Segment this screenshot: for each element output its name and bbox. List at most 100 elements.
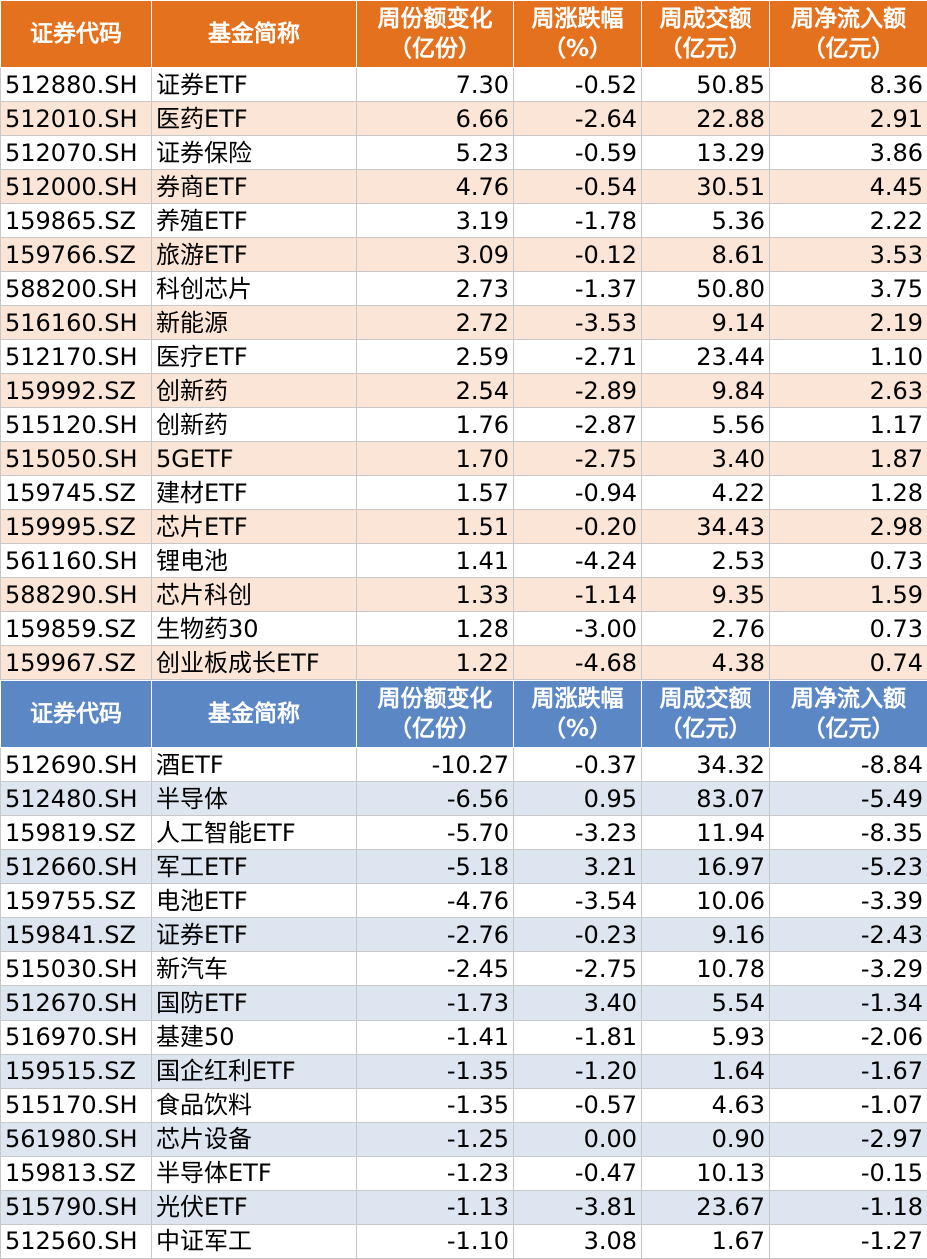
cell-share-change: -2.76 bbox=[356, 917, 514, 953]
cell-pct-change: -2.89 bbox=[513, 373, 642, 408]
cell-code: 159865.SZ bbox=[0, 203, 152, 238]
cell-net-inflow: 1.10 bbox=[769, 339, 927, 374]
cell-net-inflow: -2.97 bbox=[769, 1121, 927, 1157]
cell-pct-change: -1.37 bbox=[513, 271, 642, 306]
cell-net-inflow: 3.86 bbox=[769, 135, 927, 170]
cell-turnover: 22.88 bbox=[641, 101, 770, 136]
cell-name: 食品饮料 bbox=[151, 1087, 357, 1123]
cell-pct-change: -3.54 bbox=[513, 883, 642, 919]
table-row: 159995.SZ 芯片ETF 1.51 -0.20 34.43 2.98 bbox=[0, 509, 927, 544]
cell-name: 中证军工 bbox=[151, 1223, 357, 1259]
cell-pct-change: -1.81 bbox=[513, 1019, 642, 1055]
cell-name: 旅游ETF bbox=[151, 237, 357, 272]
cell-net-inflow: -8.35 bbox=[769, 815, 927, 851]
cell-name: 科创芯片 bbox=[151, 271, 357, 306]
header-net-inflow: 周净流入额 （亿元） bbox=[769, 0, 927, 68]
cell-name: 人工智能ETF bbox=[151, 815, 357, 851]
cell-pct-change: -2.71 bbox=[513, 339, 642, 374]
cell-net-inflow: -1.34 bbox=[769, 985, 927, 1021]
cell-pct-change: -3.00 bbox=[513, 611, 642, 646]
cell-turnover: 13.29 bbox=[641, 135, 770, 170]
cell-net-inflow: -3.29 bbox=[769, 951, 927, 987]
cell-turnover: 10.13 bbox=[641, 1155, 770, 1191]
cell-pct-change: -3.53 bbox=[513, 305, 642, 340]
cell-net-inflow: 3.53 bbox=[769, 237, 927, 272]
cell-pct-change: -3.23 bbox=[513, 815, 642, 851]
cell-turnover: 4.63 bbox=[641, 1087, 770, 1123]
cell-pct-change: -0.54 bbox=[513, 169, 642, 204]
outflow-body: 512690.SH 酒ETF -10.27 -0.37 34.32 -8.84 512480… bbox=[0, 746, 927, 1259]
cell-name: 5GETF bbox=[151, 441, 357, 476]
cell-net-inflow: 2.98 bbox=[769, 509, 927, 544]
header-text: 证券代码 bbox=[30, 701, 122, 727]
cell-code: 512690.SH bbox=[0, 746, 152, 783]
header-text: 证券代码 bbox=[30, 21, 122, 47]
cell-net-inflow: 0.74 bbox=[769, 645, 927, 680]
cell-share-change: 4.76 bbox=[356, 169, 514, 204]
table-row: 159745.SZ 建材ETF 1.57 -0.94 4.22 1.28 bbox=[0, 475, 927, 510]
header-text: （亿份） bbox=[389, 36, 481, 62]
cell-share-change: -1.25 bbox=[356, 1121, 514, 1157]
table-row: 159755.SZ 电池ETF -4.76 -3.54 10.06 -3.39 bbox=[0, 883, 927, 919]
header-text: 周份额变化 bbox=[377, 6, 493, 32]
cell-code: 515790.SH bbox=[0, 1189, 152, 1225]
header-turnover: 周成交额 （亿元） bbox=[641, 680, 770, 748]
cell-code: 512480.SH bbox=[0, 781, 152, 817]
cell-code: 515050.SH bbox=[0, 441, 152, 476]
header-pct-change: 周涨跌幅 （%） bbox=[513, 680, 642, 748]
header-share-change: 周份额变化 （亿份） bbox=[356, 0, 514, 68]
cell-pct-change: 0.00 bbox=[513, 1121, 642, 1157]
cell-name: 医疗ETF bbox=[151, 339, 357, 374]
cell-name: 建材ETF bbox=[151, 475, 357, 510]
cell-pct-change: -1.78 bbox=[513, 203, 642, 238]
cell-code: 159745.SZ bbox=[0, 475, 152, 510]
cell-name: 芯片ETF bbox=[151, 509, 357, 544]
table-row: 159813.SZ 半导体ETF -1.23 -0.47 10.13 -0.15 bbox=[0, 1155, 927, 1191]
table-row: 512690.SH 酒ETF -10.27 -0.37 34.32 -8.84 bbox=[0, 746, 927, 783]
cell-code: 512070.SH bbox=[0, 135, 152, 170]
table-row: 516160.SH 新能源 2.72 -3.53 9.14 2.19 bbox=[0, 305, 927, 340]
cell-turnover: 5.93 bbox=[641, 1019, 770, 1055]
cell-pct-change: -0.47 bbox=[513, 1155, 642, 1191]
cell-pct-change: 0.95 bbox=[513, 781, 642, 817]
cell-name: 券商ETF bbox=[151, 169, 357, 204]
cell-turnover: 5.36 bbox=[641, 203, 770, 238]
cell-turnover: 34.43 bbox=[641, 509, 770, 544]
cell-name: 证券ETF bbox=[151, 917, 357, 953]
cell-code: 516160.SH bbox=[0, 305, 152, 340]
cell-name: 芯片科创 bbox=[151, 577, 357, 612]
table-row: 512560.SH 中证军工 -1.10 3.08 1.67 -1.27 bbox=[0, 1223, 927, 1259]
table-row: 159992.SZ 创新药 2.54 -2.89 9.84 2.63 bbox=[0, 373, 927, 408]
cell-pct-change: -4.24 bbox=[513, 543, 642, 578]
header-net-inflow: 周净流入额 （亿元） bbox=[769, 680, 927, 748]
cell-pct-change: -0.59 bbox=[513, 135, 642, 170]
header-text: （亿份） bbox=[389, 716, 481, 742]
cell-share-change: -5.18 bbox=[356, 849, 514, 885]
cell-pct-change: -1.14 bbox=[513, 577, 642, 612]
cell-share-change: -6.56 bbox=[356, 781, 514, 817]
header-share-change: 周份额变化 （亿份） bbox=[356, 680, 514, 748]
cell-net-inflow: 1.59 bbox=[769, 577, 927, 612]
cell-name: 养殖ETF bbox=[151, 203, 357, 238]
table-row: 512880.SH 证券ETF 7.30 -0.52 50.85 8.36 bbox=[0, 67, 927, 102]
cell-share-change: -2.45 bbox=[356, 951, 514, 987]
cell-pct-change: -0.37 bbox=[513, 746, 642, 783]
cell-turnover: 9.16 bbox=[641, 917, 770, 953]
cell-pct-change: -1.20 bbox=[513, 1053, 642, 1089]
cell-share-change: -10.27 bbox=[356, 746, 514, 783]
cell-name: 国企红利ETF bbox=[151, 1053, 357, 1089]
cell-name: 生物药30 bbox=[151, 611, 357, 646]
cell-share-change: 2.54 bbox=[356, 373, 514, 408]
cell-pct-change: -2.87 bbox=[513, 407, 642, 442]
cell-share-change: 1.57 bbox=[356, 475, 514, 510]
table-row: 512660.SH 军工ETF -5.18 3.21 16.97 -5.23 bbox=[0, 849, 927, 885]
table-row: 159515.SZ 国企红利ETF -1.35 -1.20 1.64 -1.67 bbox=[0, 1053, 927, 1089]
cell-net-inflow: -1.27 bbox=[769, 1223, 927, 1259]
cell-turnover: 9.35 bbox=[641, 577, 770, 612]
cell-turnover: 83.07 bbox=[641, 781, 770, 817]
table-row: 512170.SH 医疗ETF 2.59 -2.71 23.44 1.10 bbox=[0, 339, 927, 374]
inflow-body: 512880.SH 证券ETF 7.30 -0.52 50.85 8.36 512010.S… bbox=[0, 67, 927, 680]
cell-turnover: 23.67 bbox=[641, 1189, 770, 1225]
cell-code: 159841.SZ bbox=[0, 917, 152, 953]
cell-share-change: 1.33 bbox=[356, 577, 514, 612]
